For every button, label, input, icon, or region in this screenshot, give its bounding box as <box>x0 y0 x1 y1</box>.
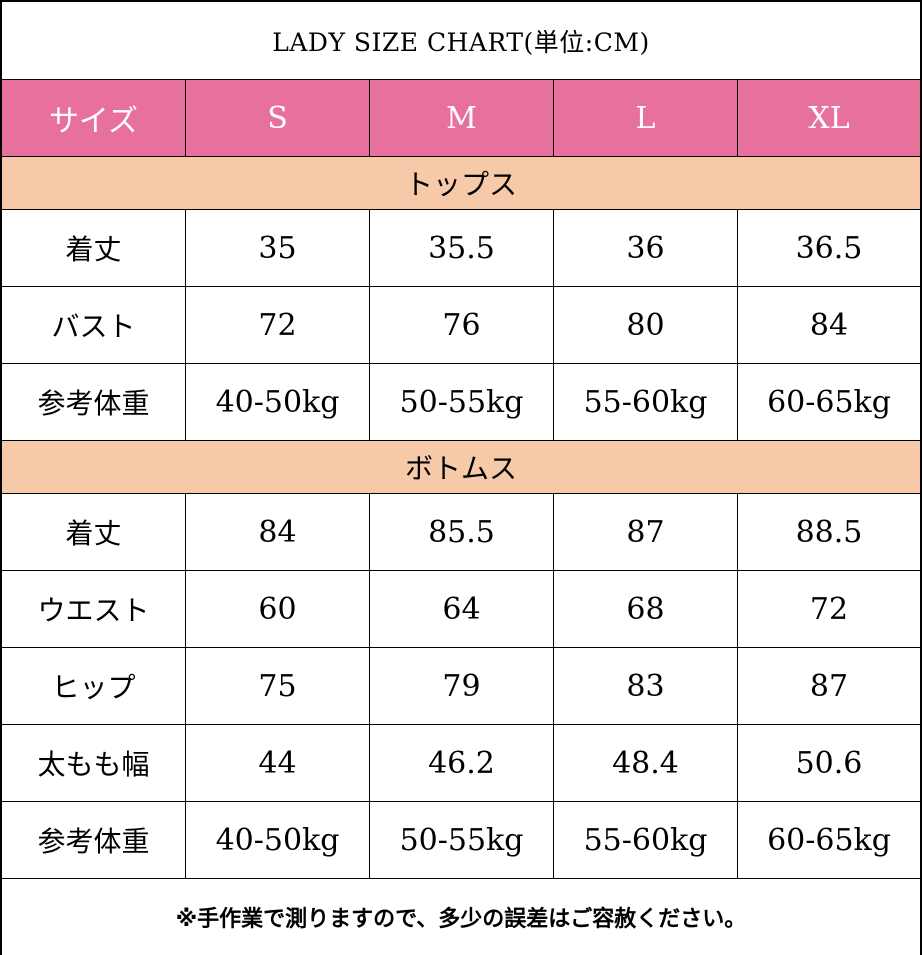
value-l: 83 <box>554 648 738 724</box>
value-s: 40-50kg <box>186 802 370 878</box>
value-s: 72 <box>186 287 370 363</box>
value-m: 79 <box>370 648 554 724</box>
table-row: 着丈 35 35.5 36 36.5 <box>2 210 920 287</box>
value-m: 50-55kg <box>370 364 554 440</box>
header-row: サイズ S M L XL <box>2 80 920 157</box>
section-title-tops: トップス <box>404 168 517 201</box>
section-title-bottoms: ボトムス <box>404 452 517 485</box>
table-row: 参考体重 40-50kg 50-55kg 55-60kg 60-65kg <box>2 364 920 441</box>
value-m: 85.5 <box>370 494 554 570</box>
row-label: 参考体重 <box>2 364 186 440</box>
row-label: 着丈 <box>2 494 186 570</box>
section-tops: トップス <box>2 157 920 210</box>
value-xl: 84 <box>809 307 849 343</box>
table-row: 参考体重 40-50kg 50-55kg 55-60kg 60-65kg <box>2 802 920 879</box>
measurement-note: ※手作業で測りますので、多少の誤差はご容赦ください。 <box>175 907 747 932</box>
value-l: 55-60kg <box>554 802 738 878</box>
row-label: ヒップ <box>2 648 186 724</box>
row-label: バスト <box>2 287 186 363</box>
value-xl: 60-65kg <box>767 822 891 858</box>
row-label: ウエスト <box>2 571 186 647</box>
value-l: 80 <box>554 287 738 363</box>
value-m: 76 <box>370 287 554 363</box>
value-m: 64 <box>370 571 554 647</box>
value-m: 50-55kg <box>370 802 554 878</box>
value-s: 84 <box>186 494 370 570</box>
table-row: 着丈 84 85.5 87 88.5 <box>2 494 920 571</box>
title-row: LADY SIZE CHART(単位:CM) <box>2 2 920 80</box>
value-s: 35 <box>186 210 370 286</box>
value-xl: 87 <box>809 668 849 704</box>
table-row: 太もも幅 44 46.2 48.4 50.6 <box>2 725 920 802</box>
value-xl: 36.5 <box>795 230 863 266</box>
value-l: 68 <box>554 571 738 647</box>
row-label: 太もも幅 <box>2 725 186 801</box>
row-label: 参考体重 <box>2 802 186 878</box>
header-size-m: M <box>370 80 554 156</box>
value-s: 44 <box>186 725 370 801</box>
value-xl: 50.6 <box>795 745 863 781</box>
value-l: 55-60kg <box>554 364 738 440</box>
value-l: 87 <box>554 494 738 570</box>
header-size-label: サイズ <box>2 80 186 156</box>
table-row: バスト 72 76 80 84 <box>2 287 920 364</box>
header-size-xl: XL <box>808 100 850 136</box>
value-l: 48.4 <box>554 725 738 801</box>
chart-title: LADY SIZE CHART(単位:CM) <box>272 27 650 57</box>
value-m: 35.5 <box>370 210 554 286</box>
header-size-s: S <box>186 80 370 156</box>
value-l: 36 <box>554 210 738 286</box>
value-xl: 60-65kg <box>767 384 891 420</box>
value-m: 46.2 <box>370 725 554 801</box>
value-xl: 88.5 <box>795 514 863 550</box>
value-s: 60 <box>186 571 370 647</box>
note-row: ※手作業で測りますので、多少の誤差はご容赦ください。 <box>2 879 920 955</box>
table-row: ヒップ 75 79 83 87 <box>2 648 920 725</box>
table-row: ウエスト 60 64 68 72 <box>2 571 920 648</box>
section-bottoms: ボトムス <box>2 441 920 494</box>
row-label: 着丈 <box>2 210 186 286</box>
header-size-l: L <box>554 80 738 156</box>
value-s: 75 <box>186 648 370 724</box>
value-s: 40-50kg <box>186 364 370 440</box>
value-xl: 72 <box>809 591 849 627</box>
